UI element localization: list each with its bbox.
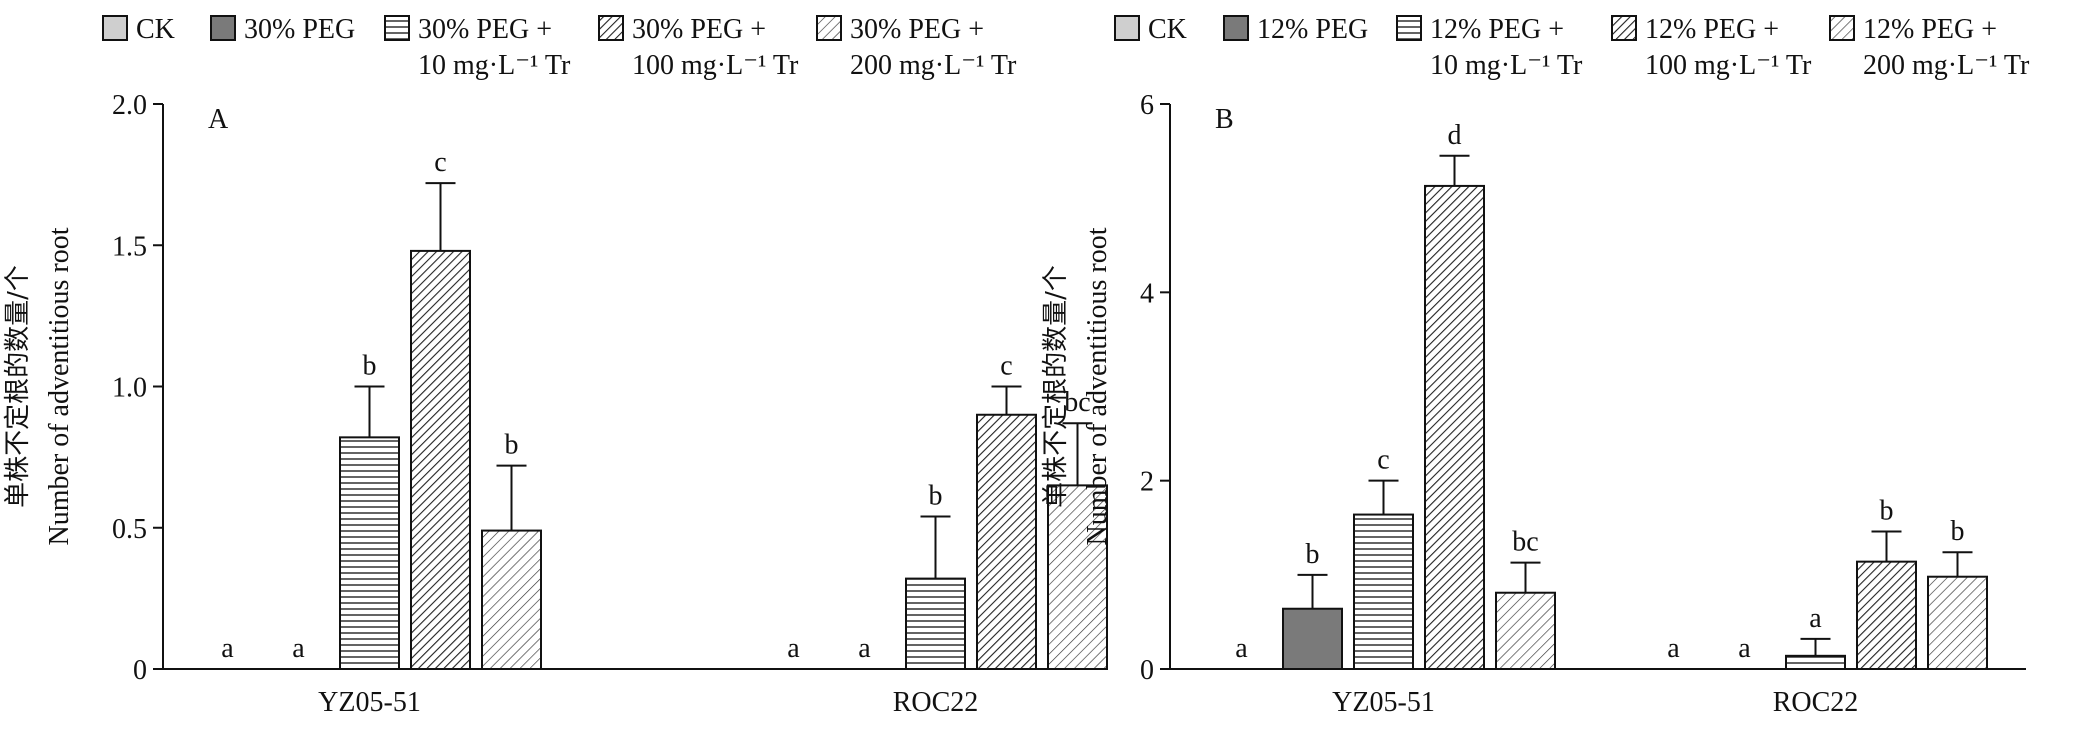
significance-letter: bc	[1512, 527, 1538, 558]
legend-label-line2: 100 mg·L⁻¹ Tr	[632, 50, 799, 81]
significance-letter: c	[1377, 445, 1389, 476]
category-label: YZ05-51	[318, 687, 421, 718]
legend-swatch	[816, 15, 842, 41]
legend-swatch	[1829, 15, 1855, 41]
y-tick-label: 0	[1140, 655, 1154, 686]
significance-letter: a	[1667, 633, 1680, 664]
y-tick-label: 1.5	[112, 231, 147, 262]
significance-letter: b	[363, 351, 377, 382]
legend-label: 12% PEG	[1257, 14, 1368, 45]
bar	[1047, 484, 1108, 670]
y-tick-label: 2	[1140, 467, 1154, 498]
significance-letter: b	[1306, 539, 1320, 570]
category-label: ROC22	[893, 687, 979, 718]
category-label: YZ05-51	[1332, 687, 1435, 718]
significance-letter: c	[1000, 351, 1012, 382]
panel-label: B	[1215, 104, 1234, 135]
y-tick-label: 0.5	[112, 514, 147, 545]
bar	[905, 577, 966, 670]
legend-label: 30% PEG +	[418, 14, 552, 45]
significance-letter: a	[221, 633, 234, 664]
bar	[1282, 607, 1343, 671]
significance-letter: c	[434, 147, 446, 178]
legend-label: 30% PEG +	[632, 14, 766, 45]
significance-letter: a	[787, 633, 800, 664]
significance-letter: a	[1738, 633, 1751, 664]
bar	[1353, 513, 1414, 670]
bar	[1424, 184, 1485, 671]
bar	[1785, 654, 1846, 670]
legend-label: 30% PEG	[244, 14, 355, 45]
significance-letter: b	[1951, 516, 1965, 547]
legend-swatch	[1396, 15, 1422, 41]
significance-letter: a	[1235, 633, 1248, 664]
y-axis-label-en: Number of adventitious root	[1082, 227, 1113, 545]
panel-B: 0 2 4 6 B 单株不定根的数量/个 Number of adventitious ro…	[1041, 14, 2030, 718]
legend-swatch	[598, 15, 624, 41]
y-tick-label: 0	[133, 655, 147, 686]
bar	[410, 249, 471, 670]
bar	[481, 529, 542, 671]
legend-swatch	[1611, 15, 1637, 41]
y-tick-label: 6	[1140, 90, 1154, 121]
y-axis-label-en: Number of adventitious root	[44, 227, 75, 545]
significance-letter: b	[929, 480, 943, 511]
legend-swatch	[210, 15, 236, 41]
significance-letter: a	[1809, 603, 1822, 634]
legend-label-line2: 10 mg·L⁻¹ Tr	[418, 50, 571, 81]
panel-label: A	[208, 104, 229, 135]
panel-A: 0 0.5 1.0 1.5 2.0 A 单株不定根的数量/个 Number of advent…	[3, 14, 1108, 718]
legend-label-line2: 100 mg·L⁻¹ Tr	[1645, 50, 1812, 81]
legend-label: CK	[1148, 14, 1187, 45]
bar	[976, 413, 1037, 670]
legend-label: 30% PEG +	[850, 14, 984, 45]
significance-letter: bc	[1064, 387, 1090, 418]
legend-swatch	[1114, 15, 1140, 41]
legend-swatch	[1223, 15, 1249, 41]
significance-letter: b	[1880, 496, 1894, 527]
bar	[1927, 575, 1988, 671]
legend-swatch	[102, 15, 128, 41]
bar	[1856, 560, 1917, 671]
y-tick-label: 4	[1140, 278, 1154, 309]
legend-label: 12% PEG +	[1645, 14, 1779, 45]
significance-letter: d	[1448, 120, 1462, 151]
y-axis-label-cn: 单株不定根的数量/个	[1041, 265, 1071, 508]
y-tick-label: 1.0	[112, 373, 147, 404]
legend-label-line2: 10 mg·L⁻¹ Tr	[1430, 50, 1583, 81]
bar	[1495, 591, 1556, 670]
legend-label-line2: 200 mg·L⁻¹ Tr	[1863, 50, 2030, 81]
legend-swatch	[384, 15, 410, 41]
legend-label: CK	[136, 14, 175, 45]
y-tick-label: 2.0	[112, 90, 147, 121]
significance-letter: b	[505, 430, 519, 461]
legend-label: 12% PEG +	[1430, 14, 1564, 45]
bar	[339, 436, 400, 670]
legend-label: 12% PEG +	[1863, 14, 1997, 45]
significance-letter: a	[292, 633, 305, 664]
category-label: ROC22	[1773, 687, 1859, 718]
significance-letter: a	[858, 633, 871, 664]
legend-label-line2: 200 mg·L⁻¹ Tr	[850, 50, 1017, 81]
y-axis-label-cn: 单株不定根的数量/个	[3, 265, 33, 508]
